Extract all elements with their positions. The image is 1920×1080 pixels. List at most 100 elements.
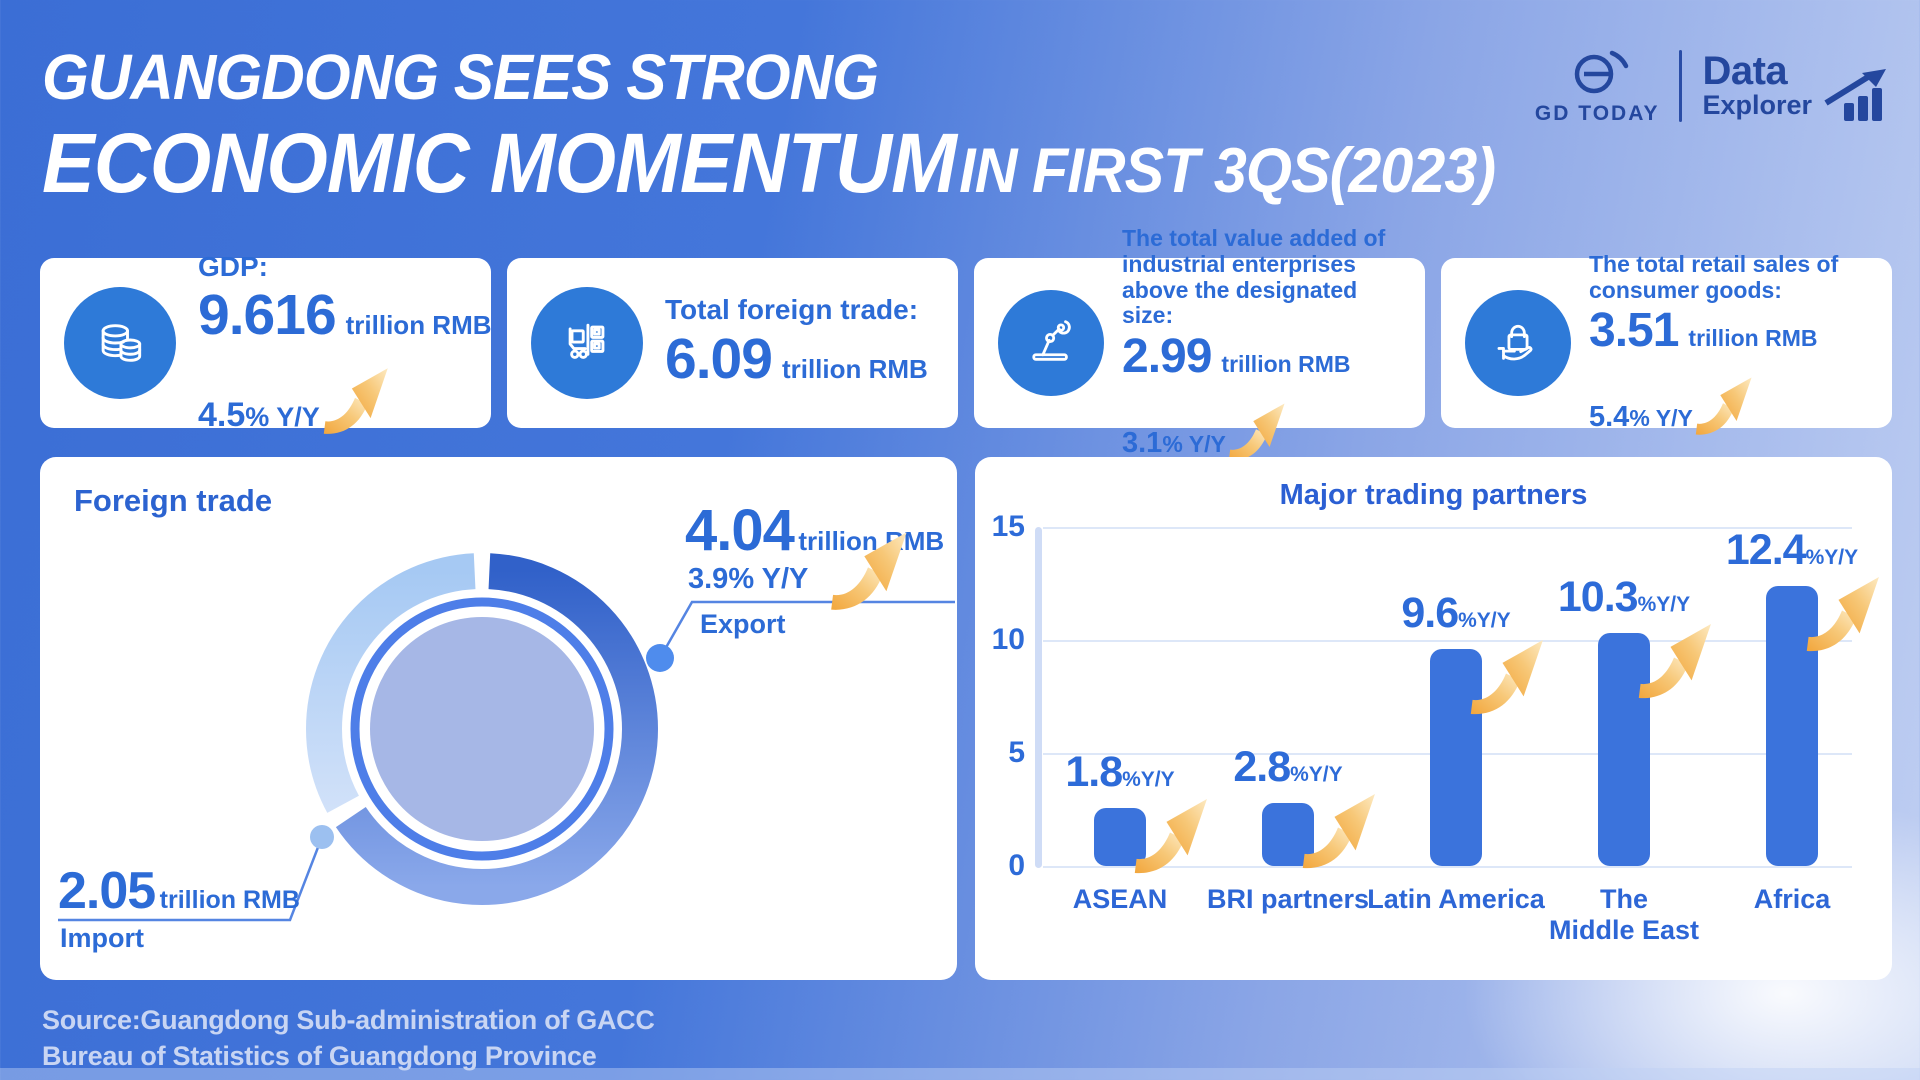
gd-today-icon [1574, 50, 1629, 94]
trading-partners-panel: Major trading partners 15 10 5 0 1.8%Y/Y… [975, 457, 1892, 980]
stat-delta-value: 4.5 [198, 396, 246, 435]
stat-card-text: The total retail sales of consumer goods… [1589, 250, 1876, 435]
stat-value: 9.616 [198, 283, 337, 348]
bar [1766, 585, 1818, 866]
title-line-2-rest: IN FIRST 3QS(2023) [959, 135, 1496, 206]
stat-unit: trillion RMB [781, 353, 928, 384]
gd-today-wordmark: GD TODAY [1534, 102, 1660, 125]
data-explorer-word-1: Data [1702, 49, 1788, 94]
bar-category-label: BRI partners [1206, 884, 1370, 914]
stat-delta-value: 5.4 [1589, 401, 1630, 434]
stat-unit: trillion RMB [1688, 325, 1818, 352]
stat-unit: trillion RMB [345, 310, 492, 341]
bar [1598, 633, 1650, 866]
up-arrow-icon [1222, 398, 1290, 466]
up-arrow-icon [822, 525, 914, 617]
stat-value-row: 6.09 trillion RMB [665, 326, 928, 392]
import-label: Import [60, 923, 144, 953]
export-label: Export [700, 609, 786, 639]
stat-card-text: The total value added of industrial ente… [1122, 225, 1409, 460]
stat-card-gdp: GDP: 9.616 trillion RMB 4.5 % Y/Y [40, 251, 492, 434]
export-callout-dot [646, 644, 674, 672]
title-line-2: ECONOMIC MOMENTUM IN FIRST 3QS(2023) [42, 115, 1496, 212]
donut-chart [58, 553, 955, 922]
stat-value: 3.51 [1589, 304, 1679, 358]
robot-arm-icon [998, 290, 1104, 396]
bar-value-label: 2.8%Y/Y [1233, 742, 1343, 791]
donut-export-arc [306, 553, 658, 905]
export-value: 4.04 [685, 498, 795, 563]
up-arrow-icon [316, 362, 394, 440]
stat-unit: trillion RMB [1221, 351, 1351, 377]
stat-label: The total retail sales of consumer goods… [1589, 250, 1839, 303]
bar-value-label: 12.4%Y/Y [1725, 525, 1859, 574]
gridline-0 [1043, 866, 1852, 868]
forklift-icon [531, 287, 643, 399]
shopping-bag-hand-icon [1465, 290, 1571, 396]
bar-category-label: Africa [1753, 884, 1831, 914]
source-line-2: Bureau of Statistics of Guangdong Provin… [42, 1041, 597, 1071]
stat-card-foreign-trade: Total foreign trade: 6.09 trillion RMB [507, 258, 958, 428]
import-unit: trillion RMB [159, 886, 300, 914]
source-line-1: Source:Guangdong Sub-administration of G… [42, 1005, 655, 1035]
stat-card-retail: The total retail sales of consumer goods… [1441, 251, 1892, 428]
export-delta: 3.9% Y/Y [688, 563, 809, 595]
stat-value-row: 3.51 trillion RMB [1589, 303, 1876, 358]
stat-label: Total foreign trade: [665, 294, 919, 326]
page-title: GUANGDONG SEES STRONG ECONOMIC MOMENTUM … [42, 44, 1496, 212]
import-value-row: 2.05 trillion RMB [58, 861, 300, 921]
y-axis-line [1035, 527, 1042, 868]
gd-today-logo: GD TODAY [1535, 46, 1660, 126]
bar-chart-title: Major trading partners [1279, 479, 1588, 511]
import-value: 2.05 [58, 862, 156, 920]
y-tick-label: 15 [991, 510, 1025, 543]
up-arrow-icon [1294, 787, 1382, 875]
stat-delta-row: 5.4 % Y/Y [1589, 358, 1876, 434]
bar-chart-arrow-icon [1824, 68, 1886, 121]
stat-delta-row: 4.5 % Y/Y [198, 348, 475, 435]
stat-label: The total value added of industrial ente… [1122, 225, 1386, 329]
stat-value-row: 2.99 trillion RMB [1122, 329, 1409, 384]
bar [1430, 649, 1482, 866]
stat-delta-value: 3.1 [1122, 427, 1163, 459]
stat-card-text: Total foreign trade: 6.09 trillion RMB [665, 294, 928, 391]
stat-label: GDP: [198, 250, 268, 282]
up-arrow-icon [1462, 633, 1550, 721]
brand-logos: GD TODAY Data Explorer [1535, 46, 1890, 126]
foreign-trade-panel: Foreign trade 4.04 trillion RMB 3.9% Y/Y… [40, 457, 957, 980]
import-callout-dot [310, 825, 334, 849]
title-line-2-main: ECONOMIC MOMENTUM [42, 115, 957, 210]
data-explorer-word-2: Explorer [1702, 90, 1812, 121]
stat-card-industrial: The total value added of industrial ente… [974, 225, 1425, 428]
export-value-row: 4.04 trillion RMB [685, 497, 944, 564]
donut-import-arc [306, 553, 658, 905]
bar-value-label: 10.3%Y/Y [1557, 573, 1691, 622]
stat-delta-suffix: % Y/Y [245, 402, 320, 433]
bar-category-label: Latin America [1367, 884, 1545, 914]
bar-value-label: 9.6%Y/Y [1401, 589, 1511, 638]
gridline-10 [1043, 640, 1852, 642]
bottom-accent-strip [0, 1068, 1920, 1080]
stat-delta-suffix: % Y/Y [1629, 405, 1693, 432]
stat-delta-row: 3.1 % Y/Y [1122, 384, 1409, 460]
source-note: Source:Guangdong Sub-administration of G… [42, 1002, 655, 1074]
foreign-trade-heading: Foreign trade [74, 483, 273, 518]
logo-divider [1679, 50, 1683, 122]
y-tick-label: 5 [1008, 736, 1025, 769]
donut-inner-ring [350, 597, 614, 861]
y-tick-label: 10 [991, 623, 1025, 656]
up-arrow-icon [1798, 570, 1886, 658]
donut-center-disc [370, 617, 594, 841]
stat-value-row: 9.616 trillion RMB [198, 282, 492, 348]
up-arrow-icon [1126, 792, 1214, 880]
export-unit: trillion RMB [798, 526, 945, 556]
stat-value: 2.99 [1122, 330, 1212, 383]
export-callout-line [658, 600, 955, 659]
stat-value: 6.09 [665, 326, 773, 391]
bar-value-label: 1.8%Y/Y [1065, 748, 1175, 796]
data-explorer-logo: Data Explorer [1702, 51, 1890, 121]
gridline-15 [1043, 527, 1852, 529]
bar-category-label: The Middle East [1548, 884, 1700, 946]
up-arrow-icon [1630, 617, 1718, 705]
